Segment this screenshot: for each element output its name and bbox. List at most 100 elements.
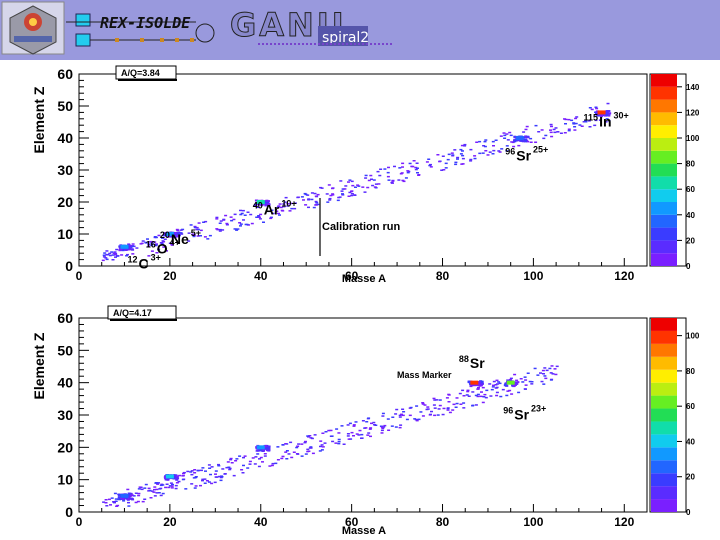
- event-mark: [309, 437, 313, 439]
- x-tick-label: 80: [436, 515, 450, 529]
- isotope-charge: 5+: [191, 228, 201, 238]
- event-mark: [471, 404, 475, 407]
- event-mark: [524, 388, 527, 390]
- event-mark: [594, 106, 598, 108]
- hotspot-mark: [166, 477, 170, 480]
- colorbar-swatch: [651, 227, 677, 241]
- event-mark: [241, 472, 245, 474]
- hotspot-core: [515, 136, 524, 140]
- event-mark: [326, 201, 330, 203]
- event-mark: [102, 501, 106, 503]
- event-mark: [275, 210, 279, 212]
- colorbar-tick-label: 80: [686, 367, 695, 376]
- event-mark: [564, 118, 568, 121]
- event-mark: [506, 379, 510, 381]
- colorbar-tick-label: 40: [686, 437, 695, 446]
- event-mark: [448, 411, 452, 414]
- event-mark: [360, 433, 364, 436]
- event-mark: [459, 403, 463, 405]
- event-mark: [328, 197, 332, 200]
- event-mark: [308, 447, 312, 449]
- event-mark: [534, 124, 538, 127]
- event-mark: [327, 184, 331, 186]
- event-mark: [144, 241, 148, 244]
- isotope-annotation: 96Sr 23+: [503, 403, 546, 422]
- event-mark: [313, 192, 317, 195]
- event-mark: [136, 500, 140, 503]
- event-mark: [606, 102, 610, 105]
- event-mark: [364, 174, 368, 177]
- event-mark: [214, 470, 218, 472]
- event-mark: [578, 124, 582, 126]
- event-mark: [234, 460, 238, 462]
- y-tick-label: 50: [57, 342, 73, 358]
- isotope-annotation: 96Sr 25+: [505, 144, 548, 163]
- event-mark: [157, 492, 161, 494]
- event-mark: [394, 413, 398, 415]
- event-mark: [257, 216, 261, 218]
- event-mark: [149, 497, 153, 499]
- event-mark: [134, 501, 138, 504]
- event-mark: [556, 131, 560, 133]
- event-mark: [370, 178, 373, 180]
- event-mark: [529, 141, 533, 143]
- event-mark: [473, 155, 477, 157]
- event-mark: [246, 211, 250, 213]
- isotope-mass: 115: [584, 112, 599, 122]
- y-axis-label: Element Z: [31, 332, 47, 399]
- event-mark: [442, 169, 446, 171]
- event-mark: [257, 215, 261, 217]
- event-mark: [605, 118, 609, 120]
- event-mark: [511, 141, 515, 144]
- event-mark: [226, 461, 230, 463]
- x-axis-label: Masse A: [342, 273, 386, 285]
- event-mark: [276, 206, 280, 208]
- event-mark: [232, 474, 236, 477]
- event-mark: [127, 243, 131, 245]
- isotope-charge: 30+: [614, 110, 629, 120]
- event-mark: [138, 486, 142, 488]
- event-mark: [401, 162, 405, 165]
- event-mark: [215, 228, 219, 230]
- event-mark: [453, 149, 457, 151]
- hotspot-mark: [118, 245, 122, 248]
- hotspot-mark: [525, 136, 529, 139]
- event-mark: [559, 132, 563, 134]
- y-tick-label: 40: [57, 130, 73, 146]
- isotope-label: 88Sr: [459, 354, 485, 371]
- event-mark: [230, 462, 234, 464]
- event-mark: [367, 179, 371, 182]
- colorbar-swatch: [651, 99, 677, 113]
- event-mark: [368, 428, 372, 430]
- event-mark: [132, 495, 136, 497]
- event-mark: [428, 164, 432, 167]
- event-mark: [258, 458, 261, 460]
- event-mark: [474, 394, 478, 397]
- event-mark: [220, 475, 223, 477]
- event-mark: [463, 143, 467, 146]
- event-mark: [251, 457, 255, 459]
- event-mark: [441, 413, 445, 416]
- event-mark: [481, 386, 485, 389]
- event-mark: [502, 132, 506, 134]
- event-mark: [248, 463, 252, 465]
- event-mark: [193, 226, 197, 229]
- hotspot-mark: [125, 248, 129, 251]
- event-mark: [415, 405, 419, 407]
- event-mark: [147, 487, 151, 490]
- event-mark: [503, 137, 507, 139]
- event-mark: [218, 222, 222, 224]
- event-mark: [564, 123, 567, 125]
- event-mark: [274, 462, 278, 465]
- event-mark: [425, 161, 429, 163]
- colorbar-tick-label: 100: [686, 332, 700, 341]
- event-mark: [116, 504, 120, 507]
- event-mark: [421, 402, 425, 404]
- event-mark: [348, 191, 352, 194]
- hotspot-mark: [128, 247, 132, 249]
- event-mark: [340, 190, 344, 192]
- event-mark: [380, 429, 384, 432]
- event-mark: [490, 388, 494, 391]
- event-mark: [155, 252, 159, 254]
- event-mark: [267, 210, 271, 213]
